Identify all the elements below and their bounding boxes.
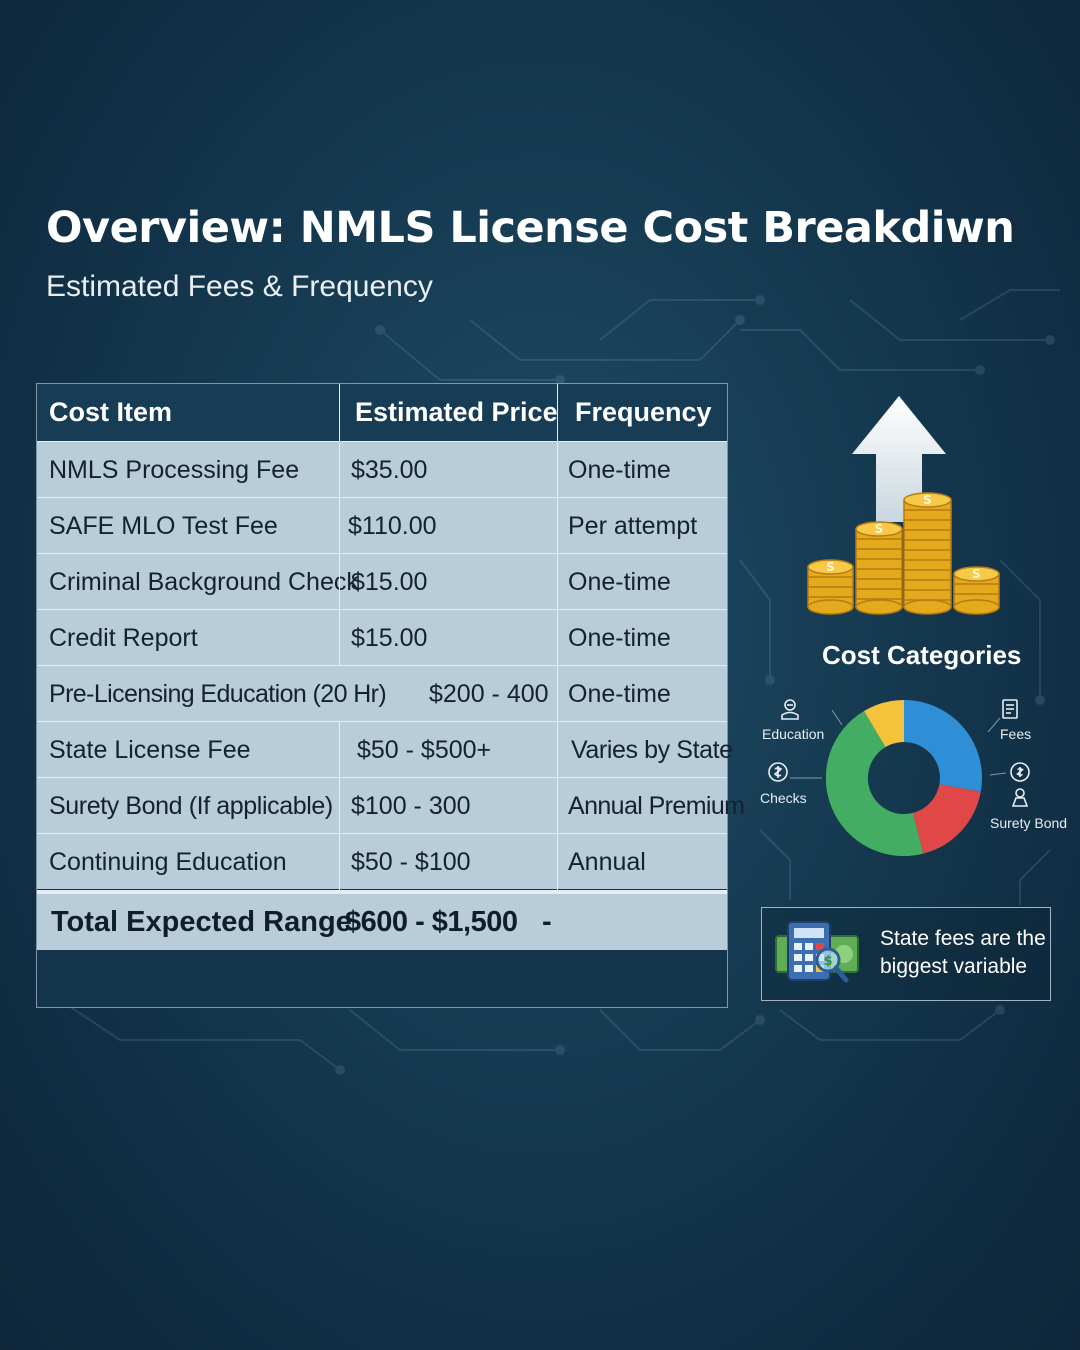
column-header-cost-item: Cost Item [49,397,173,427]
cell-frequency: One-time [568,680,671,708]
cost-categories-title: Cost Categories [822,640,1022,670]
svg-text:S: S [875,522,884,536]
column-header-frequency: Frequency [575,397,712,427]
table-row: Credit Report $15.00 One-time [37,609,727,666]
column-divider [557,384,558,441]
column-divider [557,610,558,666]
legend-label-education: Education [762,726,825,742]
column-divider [557,442,558,498]
donut-segment-green [826,711,924,856]
total-row: Total Expected Range $600 - $1,500 - [37,890,727,950]
cell-cost-item: Credit Report [49,624,198,652]
cell-cost-item: NMLS Processing Fee [49,456,300,484]
total-price: $600 - $1,500 [345,906,518,938]
legend-label-fees: Fees [1000,726,1032,742]
cell-cost-item: Surety Bond (If applicable) [49,792,333,820]
column-divider [557,498,558,554]
column-divider [339,442,340,498]
table-row: State License Fee $50 - $500+ Varies by … [37,721,733,778]
cell-cost-item: SAFE MLO Test Fee [49,512,278,540]
cell-price: $35.00 [351,456,428,484]
table-row: Pre-Licensing Education (20 Hr) $200 - 4… [37,665,727,722]
cell-frequency: Per attempt [568,512,698,540]
fees-icon [1002,699,1018,719]
cell-cost-item: Pre-Licensing Education (20 Hr) [49,680,387,708]
column-divider [557,554,558,610]
page-title: Overview: NMLS License Cost Breakdiwn [46,203,1015,253]
state-fees-note: State fees are the biggest variable [880,927,1046,978]
cell-cost-item: Continuing Education [49,848,287,876]
cell-price: $110.00 [348,512,437,540]
cell-cost-item: State License Fee [49,736,251,764]
column-divider [557,834,558,890]
checks-icon [768,762,788,782]
cell-price: $50 - $500+ [357,736,492,764]
coins-arrow-up-icon: S S S S [807,396,1000,615]
cell-price: $100 - 300 [351,792,471,820]
column-divider [339,498,340,554]
education-icon [781,699,799,720]
cell-price: $15.00 [351,568,428,596]
donut-segment-yellow [864,700,904,748]
column-divider [557,778,558,834]
svg-text:S: S [826,560,835,574]
column-divider [339,834,340,890]
column-header-estimated-price: Estimated Price [355,397,558,427]
table-row: Continuing Education $50 - $100 Annual [37,833,727,890]
table-body: NMLS Processing Fee $35.00 One-time SAFE… [37,441,745,890]
table-header-row: Cost Item Estimated Price Frequency [37,384,727,445]
donut-segment-red [912,784,981,854]
calculator-money-magnifier-icon: $ [775,921,859,983]
total-label: Total Expected Range [51,906,352,938]
column-divider [557,722,558,778]
table-row: NMLS Processing Fee $35.00 One-time [37,441,727,498]
cell-frequency: Annual Premium [568,792,745,820]
table-row: SAFE MLO Test Fee $110.00 Per attempt [37,497,727,554]
cell-frequency: Annual [568,848,646,876]
column-divider [339,722,340,778]
column-divider [339,554,340,610]
cell-frequency: Varies by State [571,736,733,764]
cell-price: $200 - 400 [429,680,549,708]
cost-categories-donut [826,700,982,856]
donut-leader-lines [790,709,1007,779]
page-subtitle: Estimated Fees & Frequency [46,270,433,303]
svg-text:S: S [972,567,981,581]
total-frequency: - [542,906,552,938]
svg-text:S: S [923,493,932,507]
cell-price: $15.00 [351,624,428,652]
column-divider [339,778,340,834]
table-row: Surety Bond (If applicable) $100 - 300 A… [37,777,745,834]
cell-frequency: One-time [568,456,671,484]
table-row: Criminal Background Check $15.00 One-tim… [37,553,727,610]
column-divider [339,384,340,441]
svg-text:$: $ [823,954,832,969]
cost-table: Cost Item Estimated Price Frequency NMLS… [36,383,745,1008]
column-divider [557,666,558,722]
legend-label-checks: Checks [760,790,807,806]
cell-cost-item: Criminal Background Check [49,568,359,596]
legend-label-surety-bond: Surety Bond [990,815,1068,831]
surety-bond-icon [1010,762,1030,807]
donut-segment-blue [904,700,982,792]
cell-frequency: One-time [568,624,671,652]
cell-frequency: One-time [568,568,671,596]
cell-price: $50 - $100 [351,848,471,876]
column-divider [339,610,340,666]
